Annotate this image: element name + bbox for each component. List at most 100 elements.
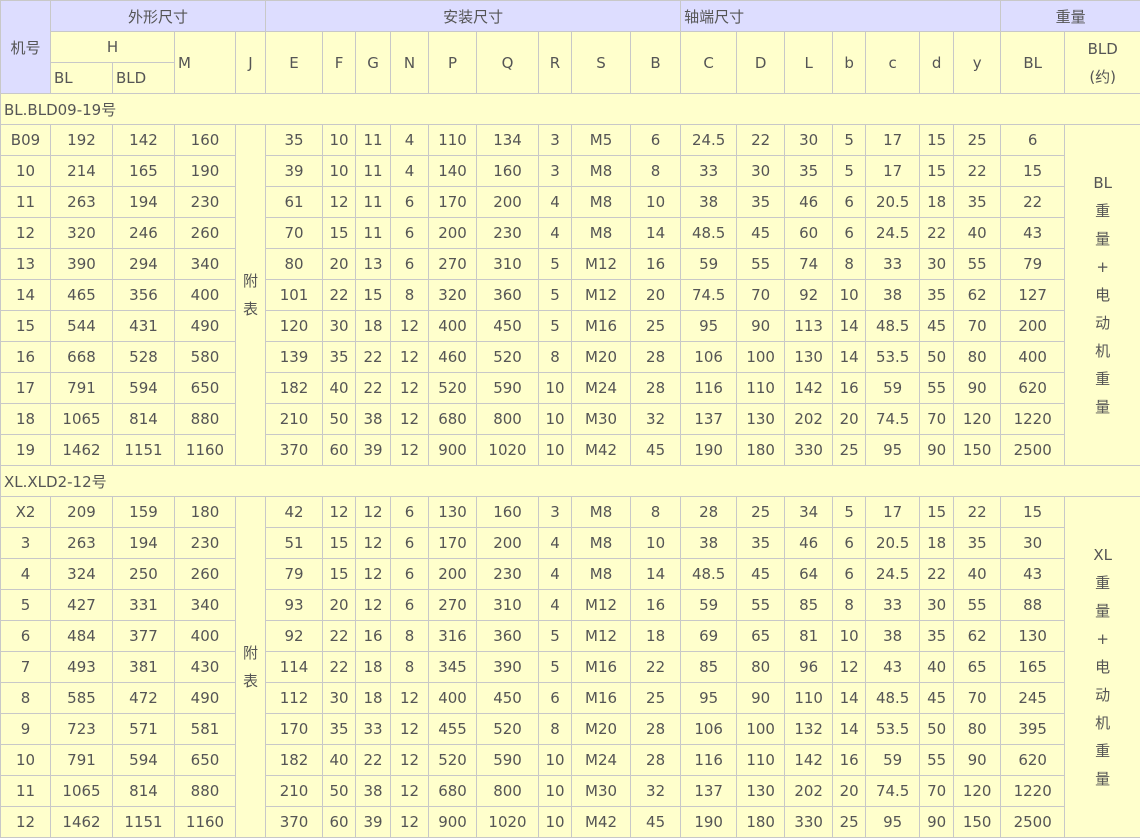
table-cell: 8	[390, 651, 430, 683]
table-cell: 142	[112, 124, 175, 156]
table-cell: 330	[784, 434, 834, 466]
table-cell: 210	[265, 775, 324, 807]
table-cell: 140	[428, 155, 478, 187]
table-cell: 1151	[112, 434, 175, 466]
table-cell: 800	[476, 403, 540, 435]
table-cell: 430	[174, 651, 236, 683]
table-cell: 230	[476, 217, 540, 249]
table-cell: 571	[112, 713, 175, 745]
table-cell: 50	[322, 403, 357, 435]
table-cell: M12	[571, 620, 632, 652]
table-cell: 6	[630, 124, 682, 156]
table-cell: 11	[355, 186, 392, 218]
table-cell: M8	[571, 496, 632, 528]
table-cell: M8	[571, 186, 632, 218]
table-cell: 160	[476, 155, 540, 187]
weight-note-char: 量	[1095, 230, 1111, 248]
weight-note-char: 量	[1095, 770, 1111, 788]
table-cell: 6	[832, 527, 867, 559]
table-cell: 20	[322, 248, 357, 280]
table-cell: 263	[50, 527, 113, 559]
table-cell: 1020	[476, 434, 540, 466]
table-cell: 1065	[50, 403, 113, 435]
table-cell: 723	[50, 713, 113, 745]
table-cell: 3	[538, 124, 573, 156]
table-cell: M20	[571, 713, 632, 745]
table-cell: 65	[953, 651, 1002, 683]
table-cell: 28	[630, 341, 682, 373]
table-cell: 50	[919, 341, 955, 373]
table-row: 14 465 356 400 101 22 15 8 320 360 5 M12 20 74.5 70 92 1…	[0, 279, 1140, 311]
table-cell: 35	[919, 279, 955, 311]
table-cell: 390	[50, 248, 113, 280]
table-cell: 33	[865, 589, 921, 621]
table-cell: 24.5	[865, 558, 921, 590]
table-cell: 316	[428, 620, 478, 652]
table-cell: 16	[630, 589, 682, 621]
table-cell: 345	[428, 651, 478, 683]
table-cell: 25	[953, 124, 1002, 156]
table-cell: 6	[538, 682, 573, 714]
table-cell: 165	[1000, 651, 1066, 683]
table-cell: 520	[428, 372, 478, 404]
table-cell: 431	[112, 310, 175, 342]
table-cell: 200	[428, 217, 478, 249]
table-cell: 35	[953, 186, 1002, 218]
weight-note-char: 电	[1095, 286, 1111, 304]
table-row: 13 390 294 340 80 20 13 6 270 310 5 M12 16 59 55 74 8 33 3…	[0, 248, 1140, 280]
table-cell: 90	[953, 372, 1002, 404]
weight-note-char: 量	[1095, 602, 1111, 620]
table-cell: 680	[428, 775, 478, 807]
table-cell: 340	[174, 589, 236, 621]
table-cell: 130	[736, 403, 786, 435]
table-cell: 202	[784, 775, 834, 807]
table-cell: 12	[322, 186, 357, 218]
header-col-y: y	[953, 31, 1002, 94]
table-cell: 800	[476, 775, 540, 807]
table-cell: 55	[953, 589, 1002, 621]
table-cell: 39	[355, 806, 392, 838]
table-row: 9 723 571 581 170 35 33 12 455 520 8 M20 28 106 100 132…	[0, 713, 1140, 745]
table-cell: 40	[953, 558, 1002, 590]
table-cell: 35	[265, 124, 324, 156]
table-row: 10 791 594 650 182 40 22 12 520 590 10 M24 28 116 110 1…	[0, 744, 1140, 776]
table-cell: 209	[50, 496, 113, 528]
table-cell: 2500	[1000, 434, 1066, 466]
table-cell: 4	[390, 155, 430, 187]
table-cell: 11	[355, 155, 392, 187]
table-cell: 484	[50, 620, 113, 652]
table-cell: 142	[784, 744, 834, 776]
table-cell: 12	[390, 744, 430, 776]
table-cell: 92	[265, 620, 324, 652]
table-cell: 1462	[50, 434, 113, 466]
header-row-3: BL BLD	[1, 62, 1140, 94]
table-cell: 170	[265, 713, 324, 745]
table-cell: 12	[355, 589, 392, 621]
machine-no-cell: 8	[0, 682, 51, 714]
table-cell: 38	[355, 403, 392, 435]
table-cell: 230	[174, 186, 236, 218]
table-cell: 13	[355, 248, 392, 280]
table-cell: 190	[680, 434, 738, 466]
table-cell: 400	[174, 279, 236, 311]
table-cell: 24.5	[865, 217, 921, 249]
table-cell: 48.5	[680, 558, 738, 590]
table-cell: 120	[953, 403, 1002, 435]
table-cell: 45	[919, 310, 955, 342]
table-cell: 100	[736, 341, 786, 373]
table-cell: 110	[784, 682, 834, 714]
table-cell: 61	[265, 186, 324, 218]
table-cell: 33	[680, 155, 738, 187]
table-row: 7 493 381 430 114 22 18 8 345 390 5 M16 22 85 80 96 12 43…	[0, 651, 1140, 683]
table-cell: 450	[476, 682, 540, 714]
table-cell: 96	[784, 651, 834, 683]
table-cell: 20	[630, 279, 682, 311]
table-cell: 35	[736, 186, 786, 218]
table-cell: 260	[174, 558, 236, 590]
table-cell: 330	[784, 806, 834, 838]
table-cell: 22	[355, 372, 392, 404]
header-col-D: D	[736, 31, 786, 94]
table-cell: 5	[538, 310, 573, 342]
table-cell: 30	[784, 124, 834, 156]
table-cell: 400	[428, 682, 478, 714]
